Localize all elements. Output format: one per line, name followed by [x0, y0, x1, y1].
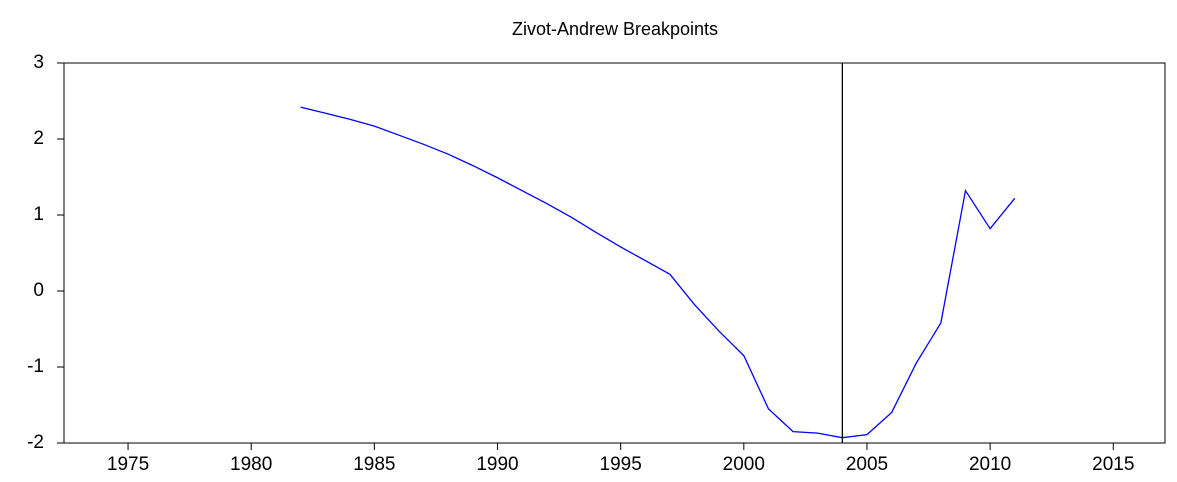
x-tick-label: 2010: [969, 454, 1011, 475]
x-tick-label: 1985: [353, 454, 395, 475]
x-tick-label: 1980: [230, 454, 272, 475]
y-tick-label: 0: [33, 280, 44, 301]
x-tick-label: 1995: [600, 454, 642, 475]
plot-frame: [63, 62, 1166, 444]
y-tick-label: -1: [27, 356, 44, 377]
x-tick-label: 1990: [476, 454, 518, 475]
y-tick-label: -2: [27, 432, 44, 453]
x-tick-label: 2005: [846, 454, 888, 475]
data-line: [300, 106, 1016, 439]
x-tick-label: 1975: [107, 454, 149, 475]
y-tick-label: 3: [33, 52, 44, 73]
x-tick-label: 2000: [723, 454, 765, 475]
y-tick-label: 1: [33, 204, 44, 225]
x-tick-label: 2015: [1092, 454, 1134, 475]
chart-title: Zivot-Andrew Breakpoints: [512, 19, 718, 39]
y-tick-label: 2: [33, 128, 44, 149]
